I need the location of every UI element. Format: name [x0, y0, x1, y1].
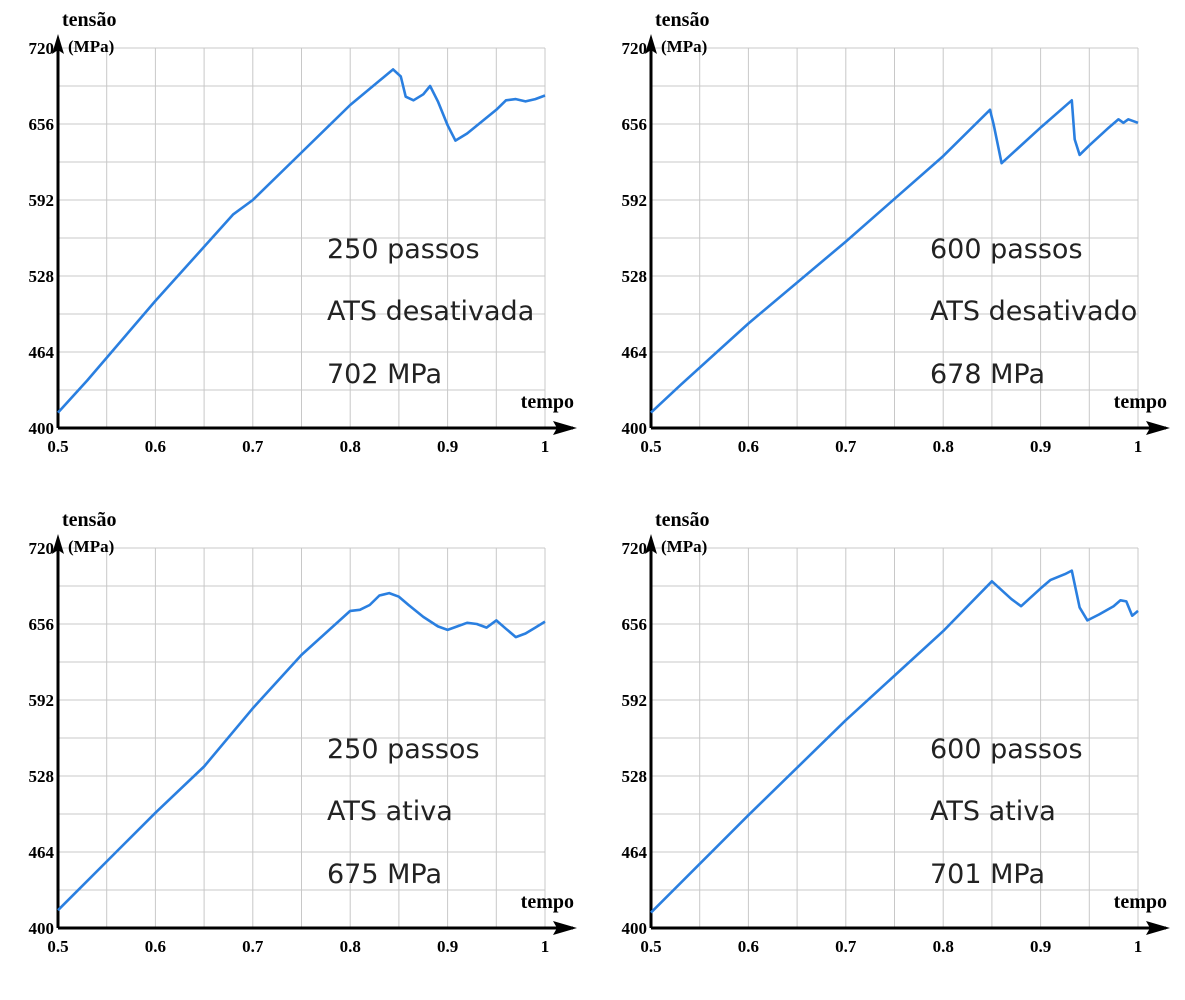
y-tick-label: 720	[29, 39, 55, 58]
x-axis-title: tempo	[1114, 891, 1167, 913]
y-tick-label: 656	[29, 115, 55, 134]
x-tick-label: 0.9	[1030, 937, 1051, 956]
chart-1: 0.5 0.6 0.7 0.8 0.9 1 400 464 528 592 656 720 tensão…	[29, 9, 577, 456]
x-tick-label: 0.5	[47, 937, 68, 956]
y-axis-title: tensão	[62, 509, 116, 531]
series-line	[650, 99, 1139, 414]
y-tick-label: 656	[622, 615, 648, 634]
y-tick-label: 720	[622, 539, 648, 558]
x-tick-label: 0.6	[145, 437, 166, 456]
y-tick-label: 592	[622, 191, 648, 210]
series-line	[57, 68, 546, 414]
annotation-text: 702 MPa	[327, 359, 442, 390]
annotation-text: 600 passos	[930, 734, 1083, 765]
chart-3: 0.5 0.6 0.7 0.8 0.9 1 400 464 528 592 656 720 tensão…	[29, 509, 577, 956]
annotation-text: 250 passos	[327, 234, 480, 265]
y-tick-label: 464	[29, 343, 55, 362]
y-tick-label: 528	[622, 267, 648, 286]
chart-4: 0.5 0.6 0.7 0.8 0.9 1 400 464 528 592 656 720 tensão…	[622, 509, 1170, 956]
y-tick-label: 528	[29, 267, 55, 286]
x-tick-label: 1	[1134, 437, 1143, 456]
y-tick-label: 592	[29, 191, 55, 210]
chart-2: 0.5 0.6 0.7 0.8 0.9 1 400 464 528 592 656 720 tensão…	[622, 9, 1170, 456]
y-tick-label: 720	[29, 539, 55, 558]
annotation-text: ATS desativada	[327, 296, 534, 327]
y-tick-label: 656	[622, 115, 648, 134]
x-tick-label: 1	[541, 937, 550, 956]
annotation-text: 701 MPa	[930, 859, 1045, 890]
annotation-text: ATS ativa	[930, 796, 1056, 827]
x-tick-label: 0.8	[933, 437, 954, 456]
x-axis-arrow	[1146, 421, 1170, 435]
x-tick-label: 0.5	[47, 437, 68, 456]
annotation-text: 675 MPa	[327, 859, 442, 890]
x-axis-title: tempo	[1114, 391, 1167, 413]
y-tick-label: 400	[622, 919, 648, 938]
y-tick-label: 400	[29, 419, 55, 438]
x-tick-label: 1	[541, 437, 550, 456]
chart-panel-2: 0.5 0.6 0.7 0.8 0.9 1 400 464 528 592 656 720 tensão…	[593, 0, 1185, 500]
x-tick-label: 0.7	[835, 937, 857, 956]
y-tick-label: 464	[622, 843, 648, 862]
annotation-text: 600 passos	[930, 234, 1083, 265]
x-tick-label: 0.5	[640, 437, 661, 456]
x-axis-arrow	[1146, 921, 1170, 935]
x-tick-label: 0.7	[242, 937, 264, 956]
y-axis-title: tensão	[655, 9, 709, 31]
x-tick-label: 0.9	[1030, 437, 1051, 456]
series-line	[650, 569, 1139, 914]
y-axis-unit: (MPa)	[661, 37, 707, 56]
x-tick-label: 0.7	[242, 437, 264, 456]
x-tick-label: 0.5	[640, 937, 661, 956]
y-tick-label: 528	[29, 767, 55, 786]
x-tick-label: 0.6	[738, 937, 759, 956]
y-tick-label: 464	[29, 843, 55, 862]
x-tick-label: 0.9	[437, 437, 458, 456]
annotation-text: 678 MPa	[930, 359, 1045, 390]
chart-panel-4: 0.5 0.6 0.7 0.8 0.9 1 400 464 528 592 656 720 tensão…	[593, 500, 1185, 1000]
y-axis-title: tensão	[655, 509, 709, 531]
y-axis-arrow	[52, 34, 64, 54]
annotation-text: ATS ativa	[327, 796, 453, 827]
y-tick-label: 656	[29, 615, 55, 634]
chart-panel-3: 0.5 0.6 0.7 0.8 0.9 1 400 464 528 592 656 720 tensão…	[0, 500, 592, 1000]
x-axis-arrow	[553, 421, 577, 435]
grid	[650, 547, 1139, 929]
y-tick-label: 464	[622, 343, 648, 362]
y-tick-label: 592	[622, 691, 648, 710]
x-tick-label: 1	[1134, 937, 1143, 956]
y-axis-title: tensão	[62, 9, 116, 31]
y-axis-unit: (MPa)	[68, 537, 114, 556]
y-tick-label: 720	[622, 39, 648, 58]
x-axis-title: tempo	[521, 391, 574, 413]
x-axis-arrow	[553, 921, 577, 935]
annotation-text: 250 passos	[327, 734, 480, 765]
y-axis-arrow	[645, 34, 657, 54]
y-axis-arrow	[645, 534, 657, 554]
y-axis-arrow	[52, 534, 64, 554]
y-axis-unit: (MPa)	[68, 37, 114, 56]
y-tick-label: 528	[622, 767, 648, 786]
y-tick-label: 400	[29, 919, 55, 938]
x-tick-label: 0.8	[933, 937, 954, 956]
x-tick-label: 0.7	[835, 437, 857, 456]
annotation-text: ATS desativado	[930, 296, 1137, 327]
y-tick-label: 400	[622, 419, 648, 438]
x-tick-label: 0.9	[437, 937, 458, 956]
x-tick-label: 0.8	[340, 437, 361, 456]
y-axis-unit: (MPa)	[661, 537, 707, 556]
chart-panel-1: 0.5 0.6 0.7 0.8 0.9 1 400 464 528 592 656 720 tensão…	[0, 0, 592, 500]
y-tick-label: 592	[29, 691, 55, 710]
x-tick-label: 0.6	[738, 437, 759, 456]
x-tick-label: 0.8	[340, 937, 361, 956]
x-tick-label: 0.6	[145, 937, 166, 956]
series-line	[57, 591, 546, 912]
x-axis-title: tempo	[521, 891, 574, 913]
